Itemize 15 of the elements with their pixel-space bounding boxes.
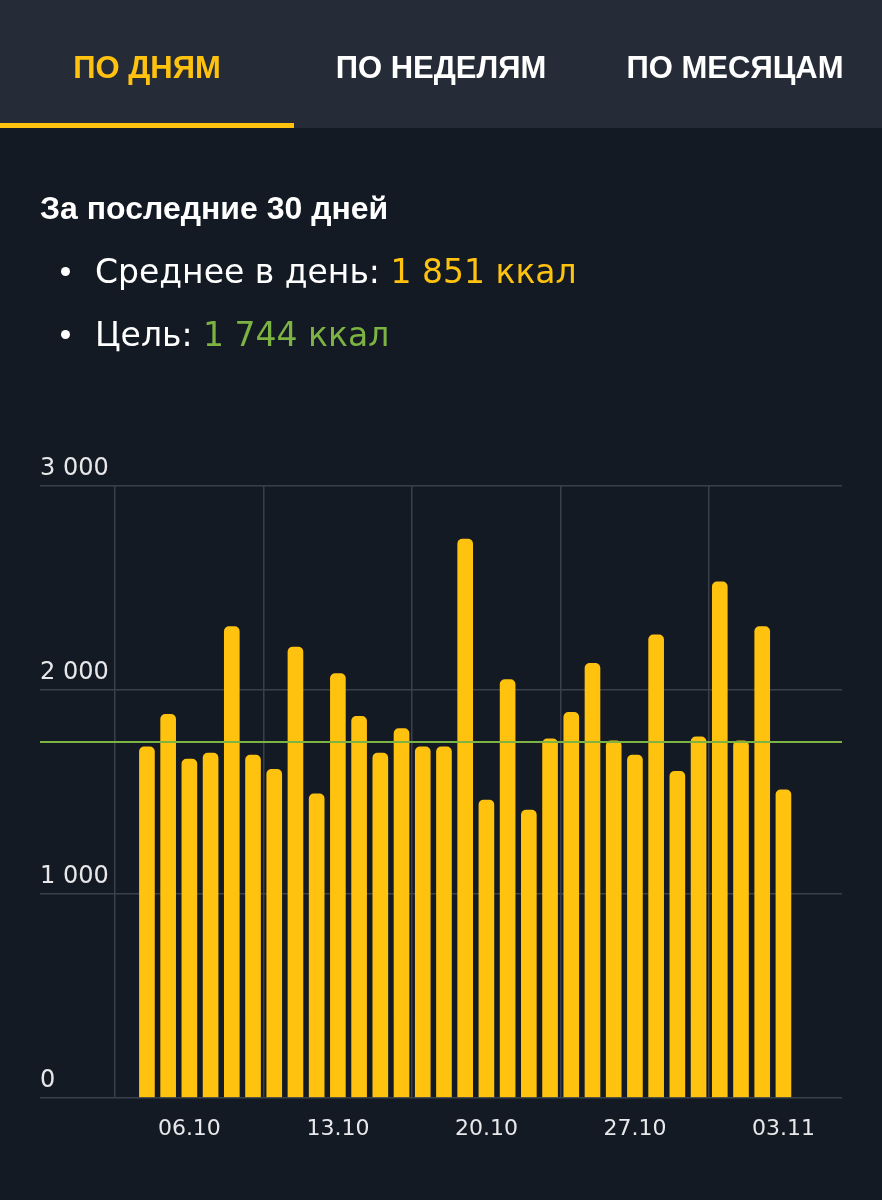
text: Цель: 1 744 ккал bbox=[95, 315, 390, 354]
y-tick-label: 1 000 bbox=[40, 860, 109, 889]
x-tick-label: 06.10 bbox=[157, 1114, 221, 1140]
x-tick-label: 20.10 bbox=[454, 1114, 518, 1140]
y-tick-label: 0 bbox=[40, 1064, 56, 1093]
x-tick-label: 13.10 bbox=[306, 1114, 370, 1140]
x-tick-label: 27.10 bbox=[603, 1114, 667, 1140]
text: ПО НЕДЕЛЯМ bbox=[334, 49, 548, 87]
chart-subtitle: Среднее в день: 1 851 ккал bbox=[95, 252, 577, 291]
y-tick-label: 2 000 bbox=[40, 657, 109, 686]
y-tick-label: 3 000 bbox=[40, 453, 109, 482]
x-tick-label: 03.11 bbox=[751, 1114, 815, 1140]
text: ПО МЕСЯЦАМ bbox=[625, 49, 845, 87]
text: ПО ДНЯМ bbox=[0, 0, 294, 128]
chart-title: За последние 30 дней bbox=[40, 190, 389, 227]
